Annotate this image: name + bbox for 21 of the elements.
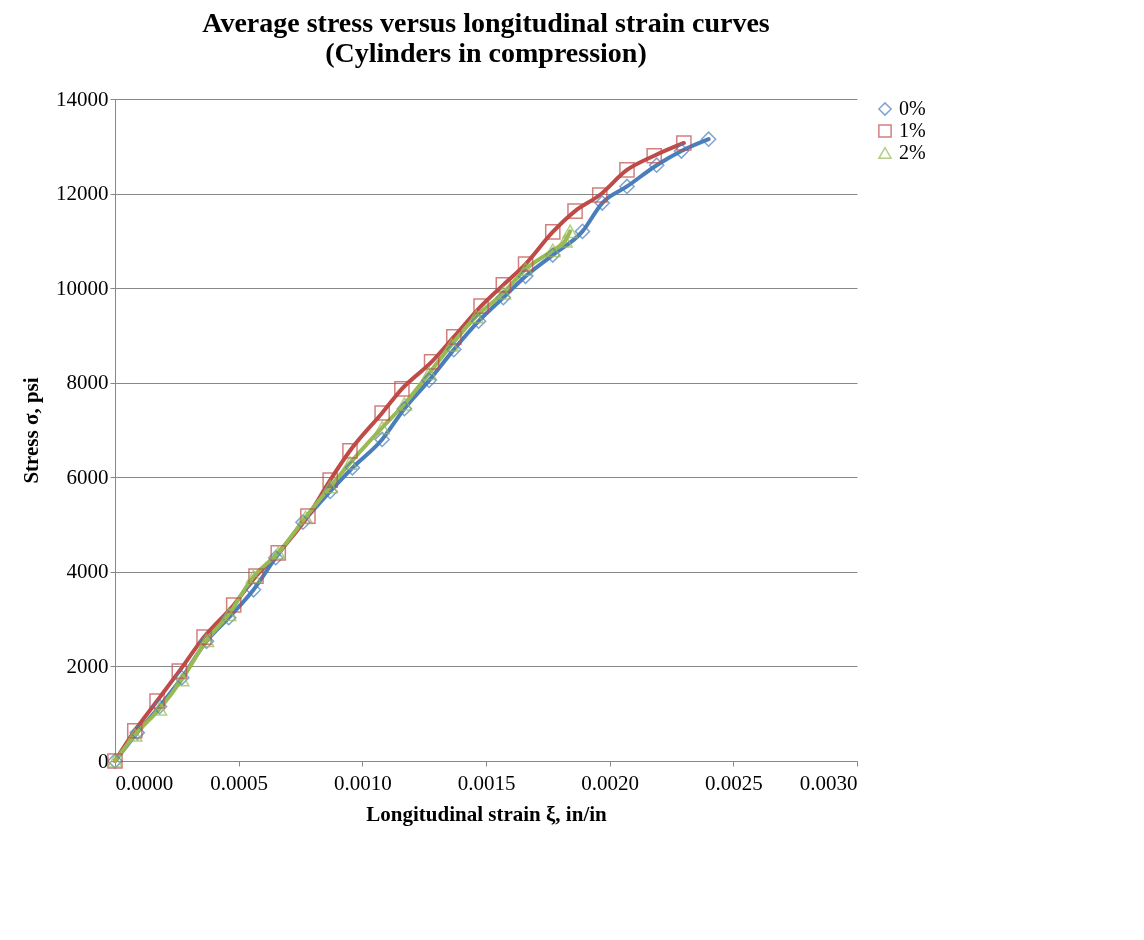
x-tick-label: 0.0005: [210, 770, 269, 795]
chart-title: Average stress versus longitudinal strain curves (Cylinders in compression): [202, 7, 770, 68]
legend-label: 0%: [899, 97, 926, 119]
x-tick-label: 0.0030: [799, 770, 858, 795]
x-tick-label: 0.0025: [704, 770, 763, 795]
y-tick-label: 0: [98, 748, 109, 773]
y-tick-label: 8000: [66, 370, 109, 395]
x-axis-title: Longitudinal strain ξ, in/in: [366, 801, 608, 826]
legend-label: 1%: [899, 119, 926, 141]
x-tick-label: 0.0015: [457, 770, 516, 795]
y-tick-label: 2000: [66, 653, 109, 678]
y-tick-label: 6000: [66, 464, 109, 489]
x-tick-label: 0.0020: [581, 770, 640, 795]
x-tick-label: 0.0000: [115, 770, 174, 795]
y-tick-label: 12000: [56, 181, 109, 206]
x-tick-label: 0.0010: [333, 770, 392, 795]
y-tick-label: 14000: [56, 86, 109, 111]
y-axis-title: Stress σ, psi: [19, 377, 43, 484]
y-tick-label: 4000: [66, 559, 109, 584]
y-tick-label: 10000: [56, 275, 109, 300]
legend-label: 2%: [899, 141, 926, 163]
